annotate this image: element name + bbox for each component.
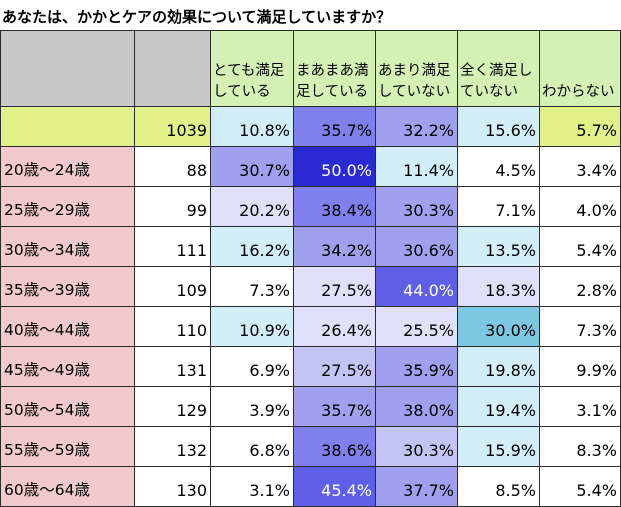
table-row: 35歳～39歳 109 7.3% 27.5% 44.0% 18.3% 2.8% (0, 266, 621, 307)
sample-size-cell: 88 (134, 146, 211, 187)
total-row: 1039 10.8% 35.7% 32.2% 15.6% 5.7% (0, 106, 621, 147)
percent-cell: 27.5% (293, 346, 376, 387)
percent-cell: 18.3% (457, 266, 540, 307)
percent-cell: 50.0% (293, 146, 376, 187)
table-row: 20歳～24歳 88 30.7% 50.0% 11.4% 4.5% 3.4% (0, 146, 621, 187)
percent-cell: 38.6% (293, 426, 376, 467)
percent-cell: 5.4% (539, 466, 621, 507)
percent-cell: 3.9% (210, 386, 294, 427)
percent-cell: 30.3% (375, 426, 458, 467)
percent-cell: 30.6% (375, 226, 458, 267)
row-label: 50歳～54歳 (0, 386, 135, 427)
percent-cell: 7.1% (457, 186, 540, 227)
percent-cell: 3.1% (539, 386, 621, 427)
row-label: 20歳～24歳 (0, 146, 135, 187)
percent-cell: 37.7% (375, 466, 458, 507)
percent-cell: 34.2% (293, 226, 376, 267)
percent-cell: 2.8% (539, 266, 621, 307)
column-header: まあまあ満足している (293, 30, 376, 107)
percent-cell: 6.9% (210, 346, 294, 387)
percent-cell: 11.4% (375, 146, 458, 187)
percent-cell: 27.5% (293, 266, 376, 307)
row-label: 55歳～59歳 (0, 426, 135, 467)
sample-size-cell: 131 (134, 346, 211, 387)
percent-cell: 38.4% (293, 186, 376, 227)
percent-cell: 30.3% (375, 186, 458, 227)
percent-cell: 44.0% (375, 266, 458, 307)
percent-cell: 7.3% (539, 306, 621, 347)
table-row: 45歳～49歳 131 6.9% 27.5% 35.9% 19.8% 9.9% (0, 346, 621, 387)
percent-cell: 4.0% (539, 186, 621, 227)
header-row: とても満足している まあまあ満足している あまり満足していない 全く満足していない わか… (0, 30, 621, 107)
row-label: 60歳～64歳 (0, 466, 135, 507)
percent-cell: 9.9% (539, 346, 621, 387)
column-header: わからない (539, 30, 621, 107)
percent-cell: 8.5% (457, 466, 540, 507)
sample-size-cell: 1039 (134, 106, 211, 147)
chart-title: あなたは、かかとケアの効果について満足していますか？ (2, 8, 392, 26)
percent-cell: 5.7% (539, 106, 621, 147)
percent-cell: 30.7% (210, 146, 294, 187)
percent-cell: 20.2% (210, 186, 294, 227)
sample-size-cell: 110 (134, 306, 211, 347)
percent-cell: 13.5% (457, 226, 540, 267)
percent-cell: 4.5% (457, 146, 540, 187)
percent-cell: 32.2% (375, 106, 458, 147)
column-header: 全く満足していない (457, 30, 540, 107)
percent-cell: 16.2% (210, 226, 294, 267)
row-label: 25歳～29歳 (0, 186, 135, 227)
percent-cell: 7.3% (210, 266, 294, 307)
percent-cell: 10.9% (210, 306, 294, 347)
table-row: 60歳～64歳 130 3.1% 45.4% 37.7% 8.5% 5.4% (0, 466, 621, 507)
percent-cell: 15.9% (457, 426, 540, 467)
row-label: 30歳～34歳 (0, 226, 135, 267)
percent-cell: 15.6% (457, 106, 540, 147)
percent-cell: 45.4% (293, 466, 376, 507)
percent-cell: 26.4% (293, 306, 376, 347)
percent-cell: 3.4% (539, 146, 621, 187)
sample-size-cell: 130 (134, 466, 211, 507)
percent-cell: 35.7% (293, 386, 376, 427)
column-header: あまり満足していない (375, 30, 458, 107)
percent-cell: 6.8% (210, 426, 294, 467)
row-label (0, 106, 135, 147)
percent-cell: 19.4% (457, 386, 540, 427)
percent-cell: 30.0% (457, 306, 540, 347)
row-label: 40歳～44歳 (0, 306, 135, 347)
percent-cell: 35.7% (293, 106, 376, 147)
sample-size-cell: 132 (134, 426, 211, 467)
table-row: 55歳～59歳 132 6.8% 38.6% 30.3% 15.9% 8.3% (0, 426, 621, 467)
percent-cell: 5.4% (539, 226, 621, 267)
row-label: 45歳～49歳 (0, 346, 135, 387)
table-row: 40歳～44歳 110 10.9% 26.4% 25.5% 30.0% 7.3% (0, 306, 621, 347)
percent-cell: 25.5% (375, 306, 458, 347)
percent-cell: 10.8% (210, 106, 294, 147)
satisfaction-table: とても満足している まあまあ満足している あまり満足していない 全く満足していない わか… (0, 30, 621, 507)
percent-cell: 19.8% (457, 346, 540, 387)
table-row: 50歳～54歳 129 3.9% 35.7% 38.0% 19.4% 3.1% (0, 386, 621, 427)
table-row: 30歳～34歳 111 16.2% 34.2% 30.6% 13.5% 5.4% (0, 226, 621, 267)
percent-cell: 38.0% (375, 386, 458, 427)
sample-size-cell: 109 (134, 266, 211, 307)
header-label-col (0, 30, 135, 107)
sample-size-cell: 111 (134, 226, 211, 267)
table-row: 25歳～29歳 99 20.2% 38.4% 30.3% 7.1% 4.0% (0, 186, 621, 227)
percent-cell: 3.1% (210, 466, 294, 507)
sample-size-cell: 129 (134, 386, 211, 427)
percent-cell: 35.9% (375, 346, 458, 387)
header-n-col (134, 30, 211, 107)
percent-cell: 8.3% (539, 426, 621, 467)
row-label: 35歳～39歳 (0, 266, 135, 307)
sample-size-cell: 99 (134, 186, 211, 227)
column-header: とても満足している (210, 30, 294, 107)
